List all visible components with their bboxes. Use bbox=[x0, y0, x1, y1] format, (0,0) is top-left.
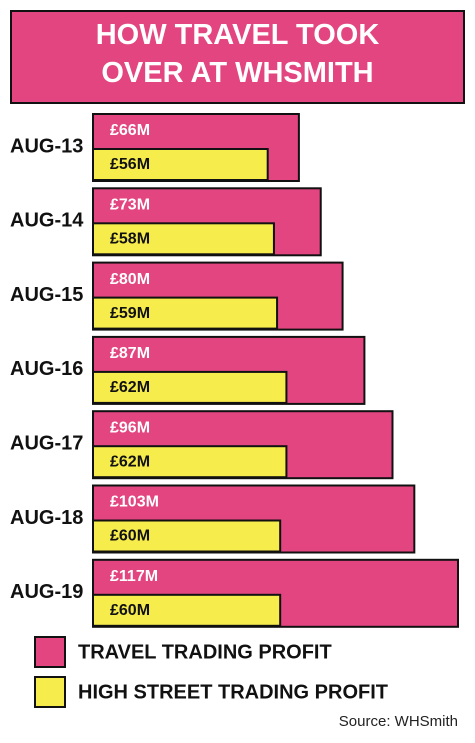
value-label: £80M bbox=[110, 271, 150, 288]
value-label: £66M bbox=[110, 122, 150, 139]
category-label: AUG-19 bbox=[10, 581, 83, 603]
legend-label: HIGH STREET TRADING PROFIT bbox=[78, 681, 388, 703]
value-label: £60M bbox=[110, 602, 150, 619]
value-label: £96M bbox=[110, 419, 150, 436]
bar bbox=[92, 519, 282, 553]
bar bbox=[92, 222, 275, 256]
bar bbox=[92, 370, 288, 404]
category-label: AUG-14 bbox=[10, 210, 84, 232]
value-label: £60M bbox=[110, 528, 150, 545]
category-label: AUG-18 bbox=[10, 507, 83, 529]
value-label: £58M bbox=[110, 231, 150, 248]
value-label: £62M bbox=[110, 379, 150, 396]
chart-title: HOW TRAVEL TOOK OVER AT WHSMITH bbox=[95, 19, 380, 89]
category-label: AUG-17 bbox=[10, 432, 83, 454]
legend-swatch bbox=[34, 636, 66, 668]
value-label: £117M bbox=[110, 568, 158, 585]
category-label: AUG-15 bbox=[10, 284, 83, 306]
title-box: HOW TRAVEL TOOK OVER AT WHSMITH bbox=[10, 10, 465, 104]
value-label: £62M bbox=[110, 453, 150, 470]
bar bbox=[92, 593, 282, 627]
legend-label: TRAVEL TRADING PROFIT bbox=[78, 641, 332, 663]
value-label: £73M bbox=[110, 197, 150, 214]
category-label: AUG-13 bbox=[10, 135, 83, 157]
value-label: £103M bbox=[110, 494, 159, 511]
bar bbox=[92, 148, 269, 181]
bar bbox=[92, 296, 279, 330]
bar bbox=[92, 445, 288, 479]
legend-swatch bbox=[34, 676, 66, 708]
category-label: AUG-16 bbox=[10, 358, 83, 380]
value-label: £87M bbox=[110, 345, 150, 362]
value-label: £56M bbox=[110, 156, 150, 173]
source: Source: WHSmith bbox=[339, 713, 458, 730]
value-label: £59M bbox=[110, 305, 150, 322]
